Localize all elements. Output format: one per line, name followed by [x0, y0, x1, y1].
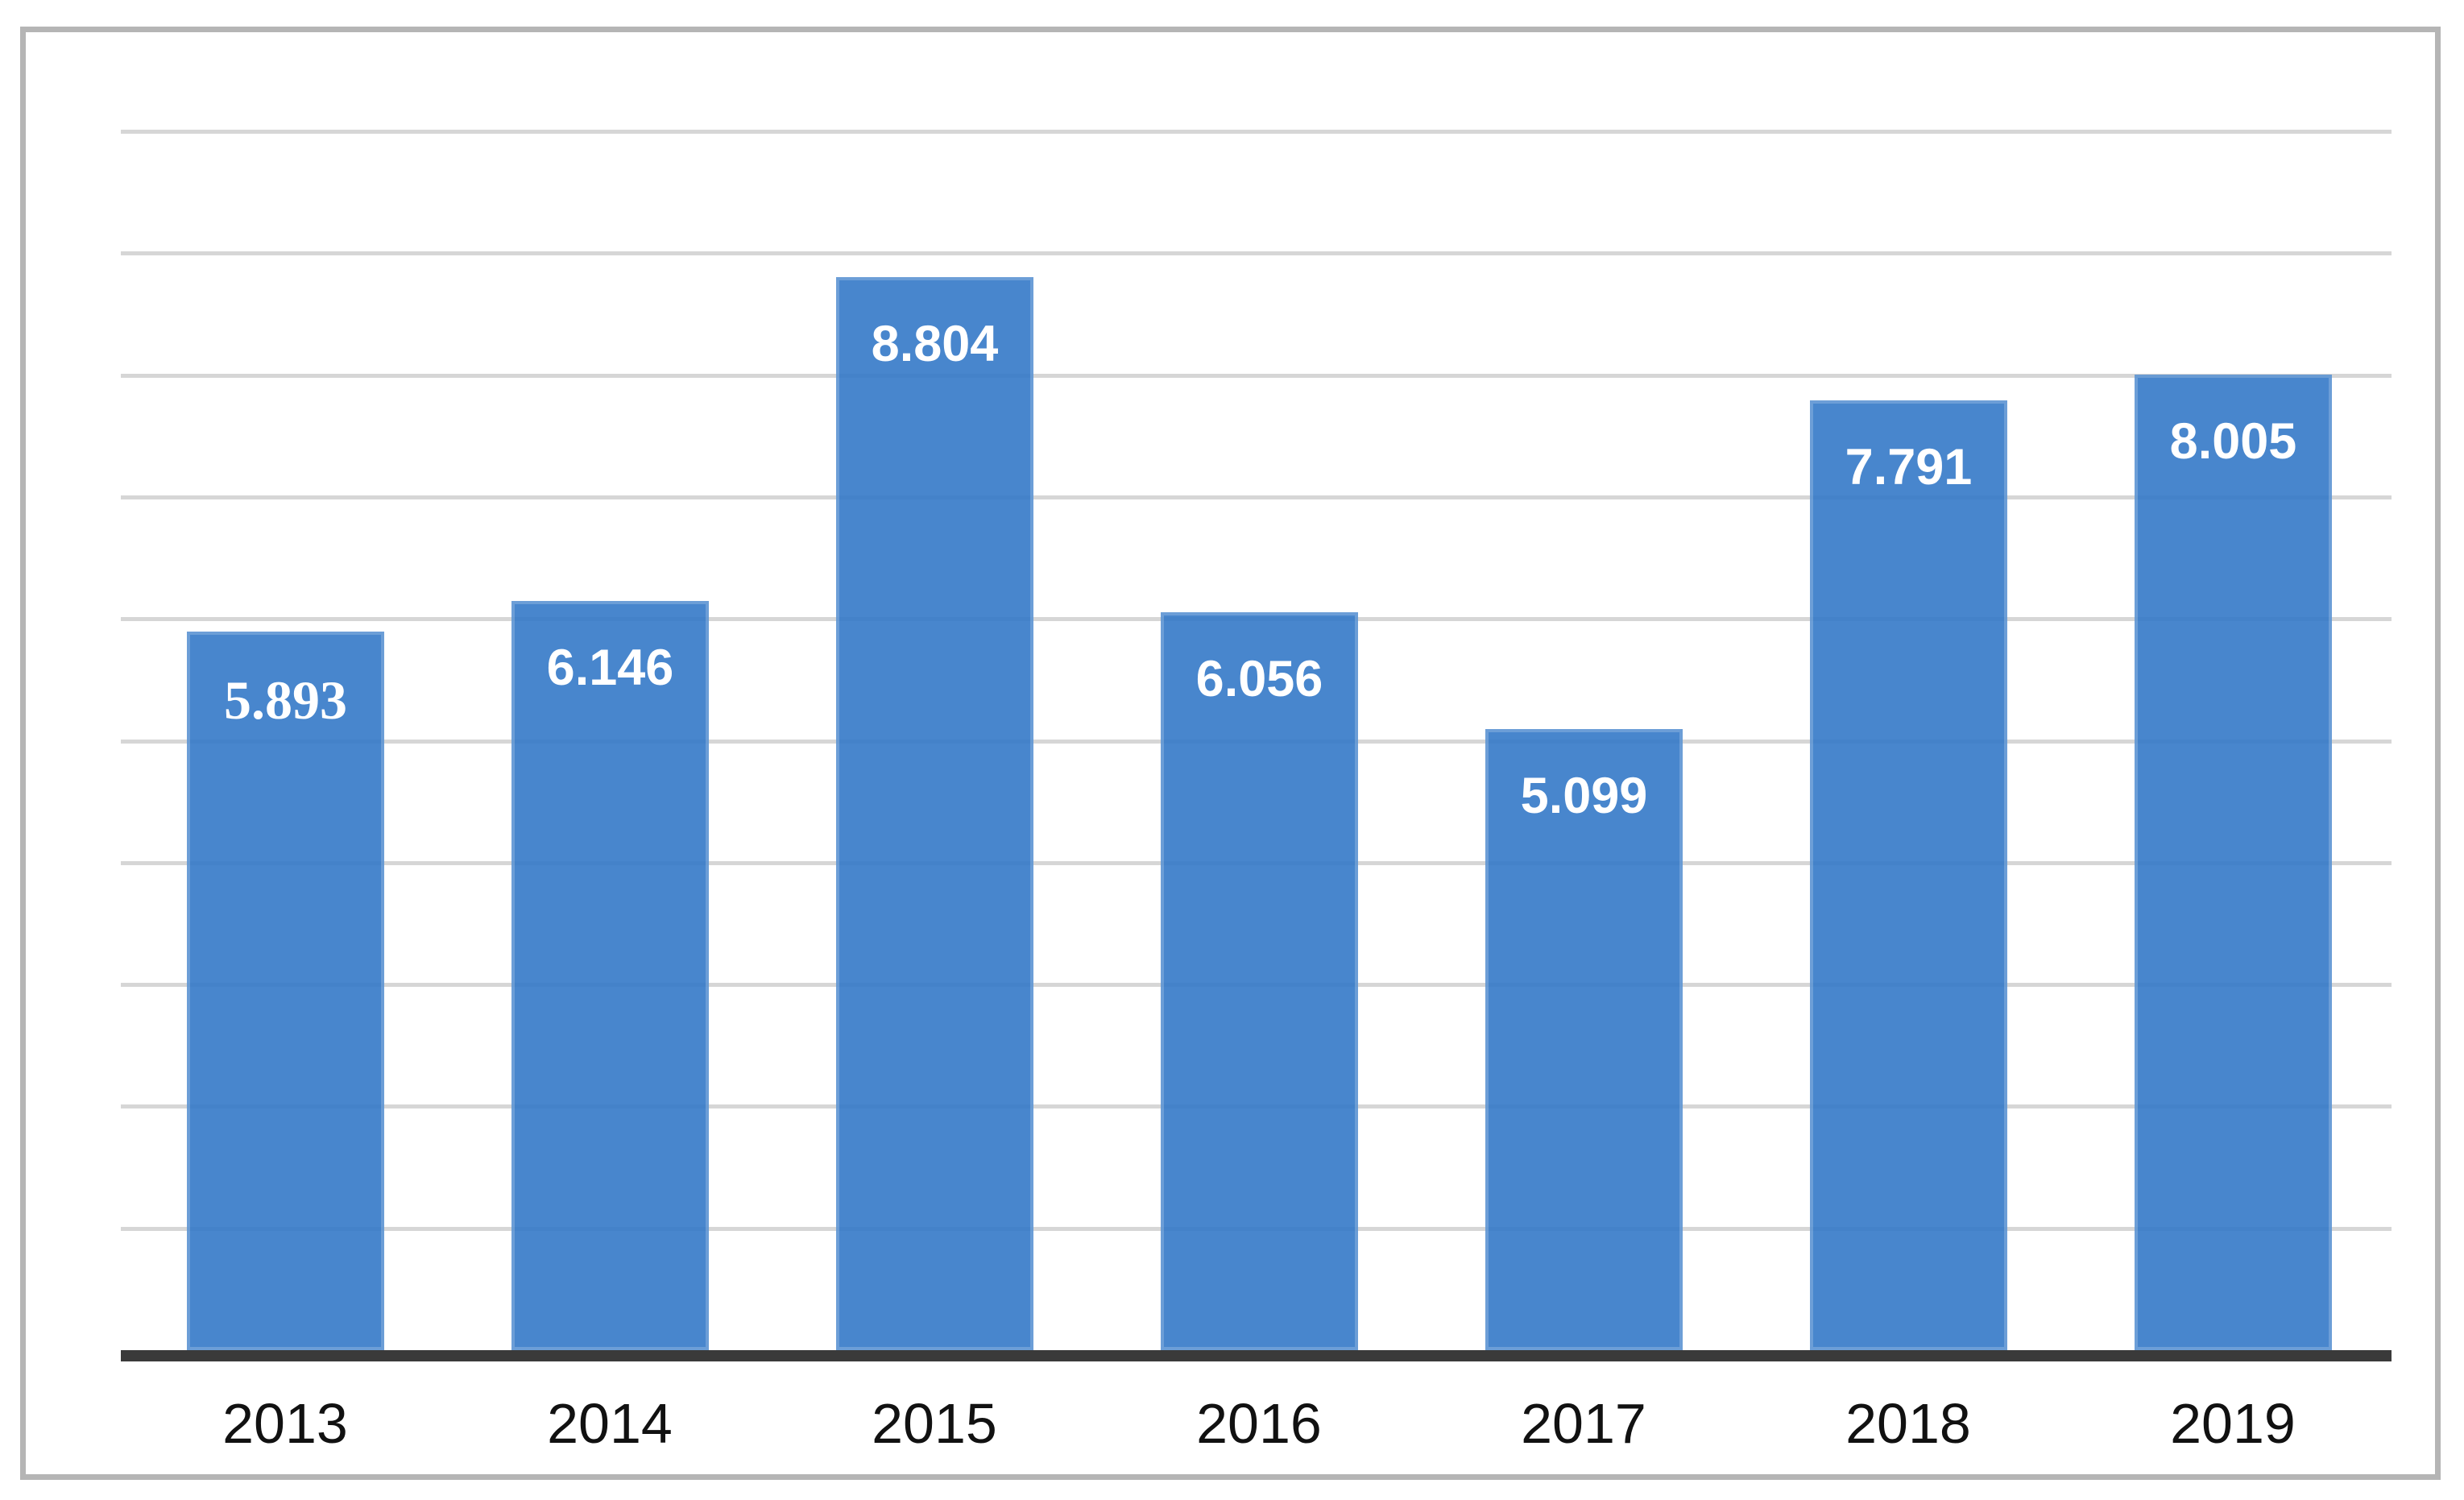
bar-2013: 5.893 [187, 632, 384, 1350]
bar-2014: 6.146 [511, 601, 709, 1350]
gridline [121, 130, 2392, 134]
x-axis-label-2018: 2018 [1845, 1392, 1971, 1455]
gridline [121, 251, 2392, 255]
bar-2016: 6.056 [1161, 612, 1358, 1350]
plot-area: 5.893 6.146 8.804 6.056 5.099 7.791 8.005 [121, 32, 2392, 1350]
bar-2017: 5.099 [1485, 729, 1683, 1350]
bar-2015: 8.804 [836, 277, 1033, 1350]
x-axis-label-2017: 2017 [1521, 1392, 1646, 1455]
chart-frame-border: 5.893 6.146 8.804 6.056 5.099 7.791 8.005 2013… [20, 27, 2441, 1480]
bar-value-label-2017: 5.099 [1520, 768, 1648, 824]
bar-2019: 8.005 [2135, 375, 2332, 1350]
x-axis-label-2016: 2016 [1196, 1392, 1322, 1455]
bar-value-label-2014: 6.146 [546, 640, 674, 696]
bar-2018: 7.791 [1810, 400, 2007, 1350]
x-axis-line [121, 1350, 2392, 1361]
x-axis-label-2014: 2014 [547, 1392, 673, 1455]
bar-value-label-2016: 6.056 [1195, 651, 1323, 707]
gridline [121, 374, 2392, 378]
bar-value-label-2018: 7.791 [1845, 439, 1973, 495]
x-axis-label-2019: 2019 [2170, 1392, 2296, 1455]
bar-value-label-2019: 8.005 [2169, 413, 2297, 470]
bar-value-label-2013: 5.893 [224, 669, 347, 731]
gridline [121, 495, 2392, 499]
bar-value-label-2015: 8.804 [871, 316, 999, 372]
x-axis-label-2015: 2015 [872, 1392, 997, 1455]
x-axis-label-2013: 2013 [222, 1392, 348, 1455]
